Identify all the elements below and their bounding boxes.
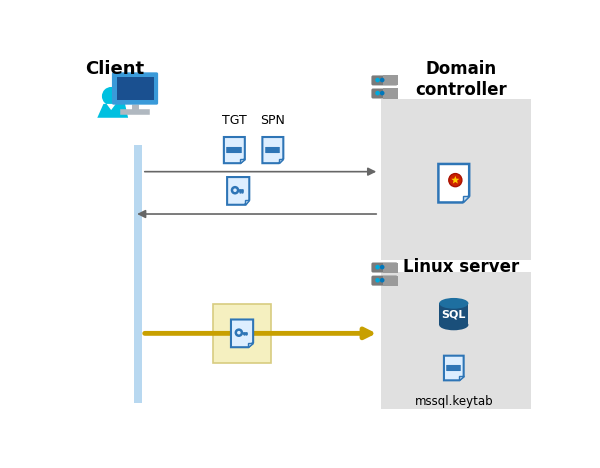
Text: mssql.keytab: mssql.keytab: [415, 395, 493, 408]
Polygon shape: [463, 196, 469, 203]
Text: TGT: TGT: [222, 114, 247, 127]
Bar: [383, 263, 398, 272]
Polygon shape: [224, 137, 245, 163]
Circle shape: [375, 265, 380, 270]
Polygon shape: [444, 356, 464, 380]
Polygon shape: [439, 164, 469, 203]
Polygon shape: [279, 159, 283, 163]
Polygon shape: [245, 200, 249, 205]
Text: Client: Client: [85, 60, 145, 78]
Bar: [383, 276, 398, 285]
Text: Linux server: Linux server: [403, 258, 520, 276]
FancyBboxPatch shape: [213, 304, 271, 363]
Polygon shape: [460, 376, 464, 380]
FancyBboxPatch shape: [371, 88, 398, 98]
Circle shape: [375, 91, 380, 95]
Circle shape: [380, 265, 385, 270]
Circle shape: [375, 278, 380, 283]
Polygon shape: [248, 343, 253, 347]
Polygon shape: [241, 159, 245, 163]
Bar: [439, 303, 469, 325]
Circle shape: [380, 78, 385, 82]
Polygon shape: [451, 176, 460, 183]
Bar: [383, 75, 398, 86]
Text: Domain
controller: Domain controller: [416, 60, 508, 99]
Polygon shape: [455, 176, 461, 185]
Polygon shape: [97, 104, 128, 118]
FancyBboxPatch shape: [371, 276, 398, 285]
Text: SQL: SQL: [442, 309, 466, 319]
FancyBboxPatch shape: [371, 263, 398, 272]
Circle shape: [380, 278, 385, 283]
FancyBboxPatch shape: [112, 73, 158, 105]
Circle shape: [102, 87, 121, 105]
Bar: [116, 77, 154, 100]
Bar: [380, 272, 531, 409]
Bar: [134, 145, 142, 402]
Polygon shape: [450, 176, 455, 185]
Polygon shape: [227, 177, 249, 205]
Circle shape: [449, 174, 462, 187]
Circle shape: [375, 78, 380, 82]
Text: SPN: SPN: [260, 114, 285, 127]
Bar: [380, 98, 531, 260]
Polygon shape: [262, 137, 283, 163]
Ellipse shape: [439, 320, 469, 330]
FancyBboxPatch shape: [371, 75, 398, 86]
Ellipse shape: [439, 298, 469, 309]
Polygon shape: [231, 320, 253, 347]
Circle shape: [380, 91, 385, 95]
Bar: [383, 88, 398, 98]
Polygon shape: [107, 104, 116, 110]
